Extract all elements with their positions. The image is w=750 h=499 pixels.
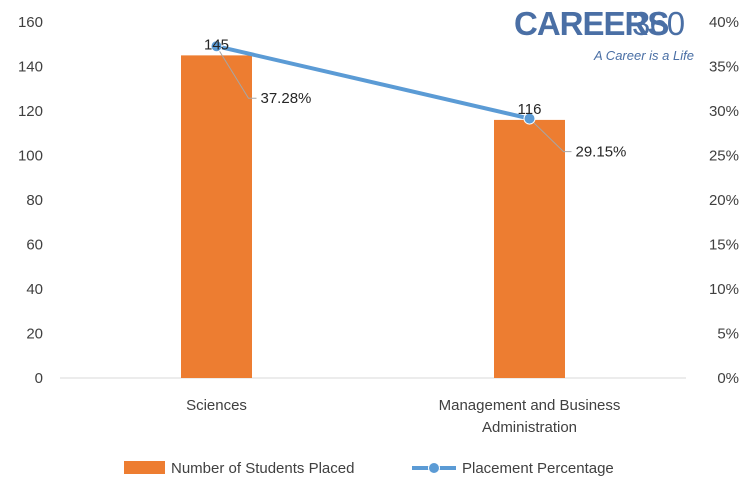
bar	[181, 55, 252, 378]
right-tick-label: 20%	[709, 192, 739, 209]
right-tick-label: 25%	[709, 148, 739, 165]
logo-tagline: A Career is a Life	[593, 48, 694, 63]
left-tick-label: 120	[18, 103, 43, 120]
leader-lines	[216, 45, 572, 153]
right-tick-label: 0%	[717, 370, 739, 387]
leader-line	[529, 118, 572, 153]
category-labels: Sciences Management and Business Administr…	[186, 397, 620, 436]
bar-value-label: 145	[204, 36, 229, 53]
data-labels: 145 116 37.28% 29.15%	[204, 36, 626, 160]
logo-brand: CAREERS	[514, 5, 668, 42]
left-tick-label: 20	[26, 326, 43, 343]
right-tick-label: 15%	[709, 237, 739, 254]
line-value-label: 37.28%	[261, 90, 312, 107]
right-tick-label: 40%	[709, 14, 739, 31]
left-tick-label: 100	[18, 148, 43, 165]
left-tick-label: 60	[26, 237, 43, 254]
careers360-logo: CAREERS 360 A Career is a Life	[514, 5, 694, 63]
category-label: Sciences	[186, 397, 247, 414]
bar	[494, 119, 565, 379]
line-marker	[210, 40, 223, 53]
right-tick-label: 5%	[717, 326, 739, 343]
category-label: Management and Business	[439, 397, 621, 414]
line-series	[210, 40, 536, 125]
logo-number: 360	[632, 5, 685, 42]
right-tick-label: 10%	[709, 281, 739, 298]
line-path	[216, 44, 530, 121]
legend-label-line: Placement Percentage	[462, 460, 614, 477]
line-marker	[523, 112, 536, 125]
left-tick-label: 40	[26, 281, 43, 298]
left-tick-label: 80	[26, 192, 43, 209]
legend-label-bar: Number of Students Placed	[171, 460, 354, 477]
leader-line	[216, 45, 257, 99]
left-tick-label: 140	[18, 59, 43, 76]
right-tick-label: 35%	[709, 59, 739, 76]
left-axis: 0 20 40 60 80 100 120 140 160	[18, 14, 43, 387]
bar-series	[181, 55, 565, 379]
legend-swatch-bar	[124, 461, 165, 474]
left-tick-label: 160	[18, 14, 43, 31]
bar-value-label: 116	[518, 101, 542, 118]
legend-swatch-marker	[428, 462, 440, 474]
left-tick-label: 0	[35, 370, 43, 387]
right-tick-label: 30%	[709, 103, 739, 120]
category-label: Administration	[482, 419, 577, 436]
legend: Number of Students Placed Placement Perce…	[124, 460, 614, 477]
line-value-label: 29.15%	[576, 144, 627, 161]
right-axis: 0% 5% 10% 15% 20% 25% 30% 35% 40%	[709, 14, 739, 387]
